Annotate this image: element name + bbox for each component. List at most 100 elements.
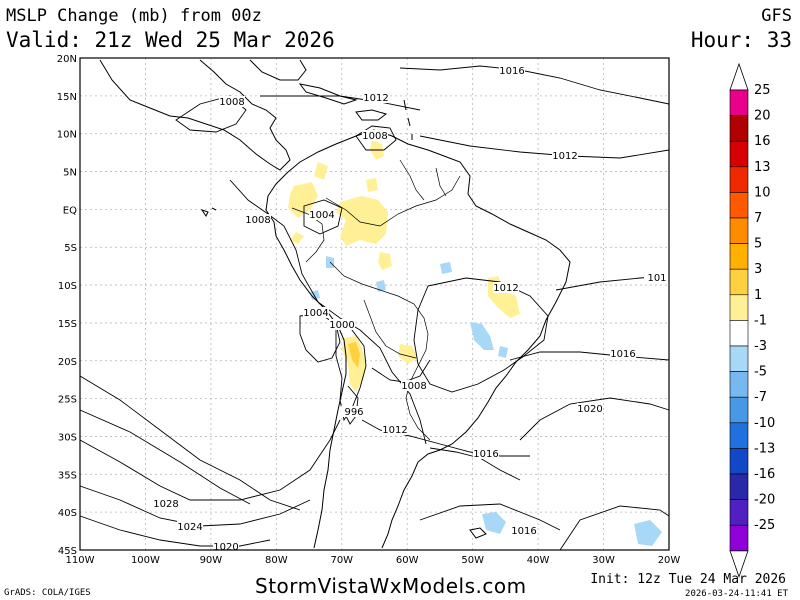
coastline-yucatan <box>249 59 307 81</box>
colorbar-label: 1 <box>754 288 762 303</box>
colorbar-swatch <box>729 320 749 347</box>
model-name: GFS <box>761 6 792 26</box>
colorbar-swatch <box>729 448 749 475</box>
contour-label-bg <box>309 209 335 220</box>
contour-label: 1000 <box>329 320 354 331</box>
coastline-south-america <box>265 129 571 549</box>
colorbar-label: -25 <box>754 518 775 533</box>
colorbar-swatch <box>729 268 749 296</box>
lat-label: 30S <box>58 432 77 443</box>
contour-label: 1016 <box>473 449 498 460</box>
contour-label-bg <box>219 96 245 107</box>
colorbar-label: 3 <box>754 262 762 277</box>
lat-label: 5N <box>63 168 77 179</box>
contour-label: 1020 <box>213 542 238 553</box>
init-time: Init: 12z Tue 24 Mar 2026 <box>590 572 786 587</box>
contour-label-bg <box>341 406 367 417</box>
colorbar-label: 20 <box>754 109 771 124</box>
coastline-falklands <box>469 527 487 539</box>
forecast-hour: Hour: 33 <box>690 28 792 52</box>
colorbar-swatch <box>729 140 749 168</box>
colorbar-bottom-arrow <box>729 550 749 579</box>
coastline-cuba <box>298 83 358 105</box>
contour-label: 1020 <box>577 404 602 415</box>
fall-area <box>470 322 494 350</box>
lon-label: 30W <box>592 555 615 566</box>
lat-label: 10N <box>57 130 77 141</box>
lat-label: 10S <box>58 281 77 292</box>
grads-credit: GrADS: COLA/IGES <box>4 588 91 598</box>
lon-label: 40W <box>527 555 550 566</box>
isobar <box>355 125 397 151</box>
contour-label: 1012 <box>363 93 388 104</box>
contour-label-bg <box>499 65 525 76</box>
colorbar-swatch <box>729 166 749 193</box>
colorbar-swatch <box>729 396 749 424</box>
contour-label: 1008 <box>362 131 387 142</box>
colorbar-label: 7 <box>754 211 762 226</box>
fall-area <box>634 520 662 546</box>
coastlines <box>99 59 571 549</box>
colorbar-label: 10 <box>754 185 771 200</box>
rise-area <box>290 232 304 244</box>
country-borders <box>291 159 461 441</box>
lon-label: 60W <box>396 555 419 566</box>
contour-label: 1012 <box>382 425 407 436</box>
contour-label-bg <box>245 214 271 225</box>
fall-area <box>440 262 452 274</box>
isobar <box>419 135 670 159</box>
lon-label: 70W <box>330 555 353 566</box>
generated-timestamp: 2026-03-24-11:41 ET <box>685 589 788 599</box>
colorbar-label: 13 <box>754 160 771 175</box>
rise-area <box>366 178 378 192</box>
contour-label: 101 <box>647 273 666 284</box>
isobar <box>79 375 301 511</box>
rise-area <box>342 336 366 392</box>
colorbar-label: -7 <box>754 390 767 405</box>
colorbar-label: 16 <box>754 134 771 149</box>
lon-label: 50W <box>461 555 484 566</box>
rise-area <box>336 196 388 246</box>
contour-label: 1004 <box>309 210 334 221</box>
isobar <box>79 515 271 547</box>
coastline-galapagos <box>200 207 217 217</box>
contour-label-bg <box>213 541 239 552</box>
valid-time: Valid: 21z Wed 25 Mar 2026 <box>6 28 335 52</box>
contour-label: 1016 <box>511 526 536 537</box>
latitude-labels: 20N 15N 10N 5N EQ 5S 10S 15S 20S 25S 30S 35S 40S 45S <box>57 54 77 557</box>
colorbar-top-arrow <box>729 62 749 91</box>
isobar <box>303 199 343 235</box>
lon-label: 20W <box>658 555 681 566</box>
contour-label: 1012 <box>493 283 518 294</box>
colorbar-swatch <box>729 499 749 526</box>
lat-label: 40S <box>58 508 77 519</box>
colorbar-swatch <box>729 473 749 500</box>
isobar <box>399 65 670 105</box>
graticule <box>80 58 669 550</box>
colorbar-label: -3 <box>754 339 767 354</box>
isobar <box>361 419 530 457</box>
contour-label: 1008 <box>219 97 244 108</box>
contour-label: 1004 <box>303 308 328 319</box>
fall-area <box>482 512 506 534</box>
map-border <box>79 57 670 551</box>
rise-area <box>348 342 360 368</box>
contour-label-bg <box>610 348 636 359</box>
colorbar-label: -10 <box>754 416 775 431</box>
lon-label: 100W <box>131 555 160 566</box>
contour-label: 1008 <box>245 215 270 226</box>
contour-label-bg <box>303 307 329 318</box>
isobar <box>260 95 421 111</box>
lon-label: 90W <box>200 555 223 566</box>
contour-label-bg <box>177 521 203 532</box>
chart-title: MSLP Change (mb) from 00z <box>6 6 262 26</box>
contour-label: 1016 <box>499 66 524 77</box>
lat-label: 5S <box>64 243 77 254</box>
lon-label: 110W <box>66 555 95 566</box>
colorbar-swatch <box>729 192 749 219</box>
lat-label: 20S <box>58 357 77 368</box>
longitude-labels: 110W 100W 90W 80W 70W 60W 50W 40W 30W 20W <box>66 555 681 566</box>
contour-label-bg <box>153 498 179 509</box>
contour-label-bg <box>511 525 537 536</box>
